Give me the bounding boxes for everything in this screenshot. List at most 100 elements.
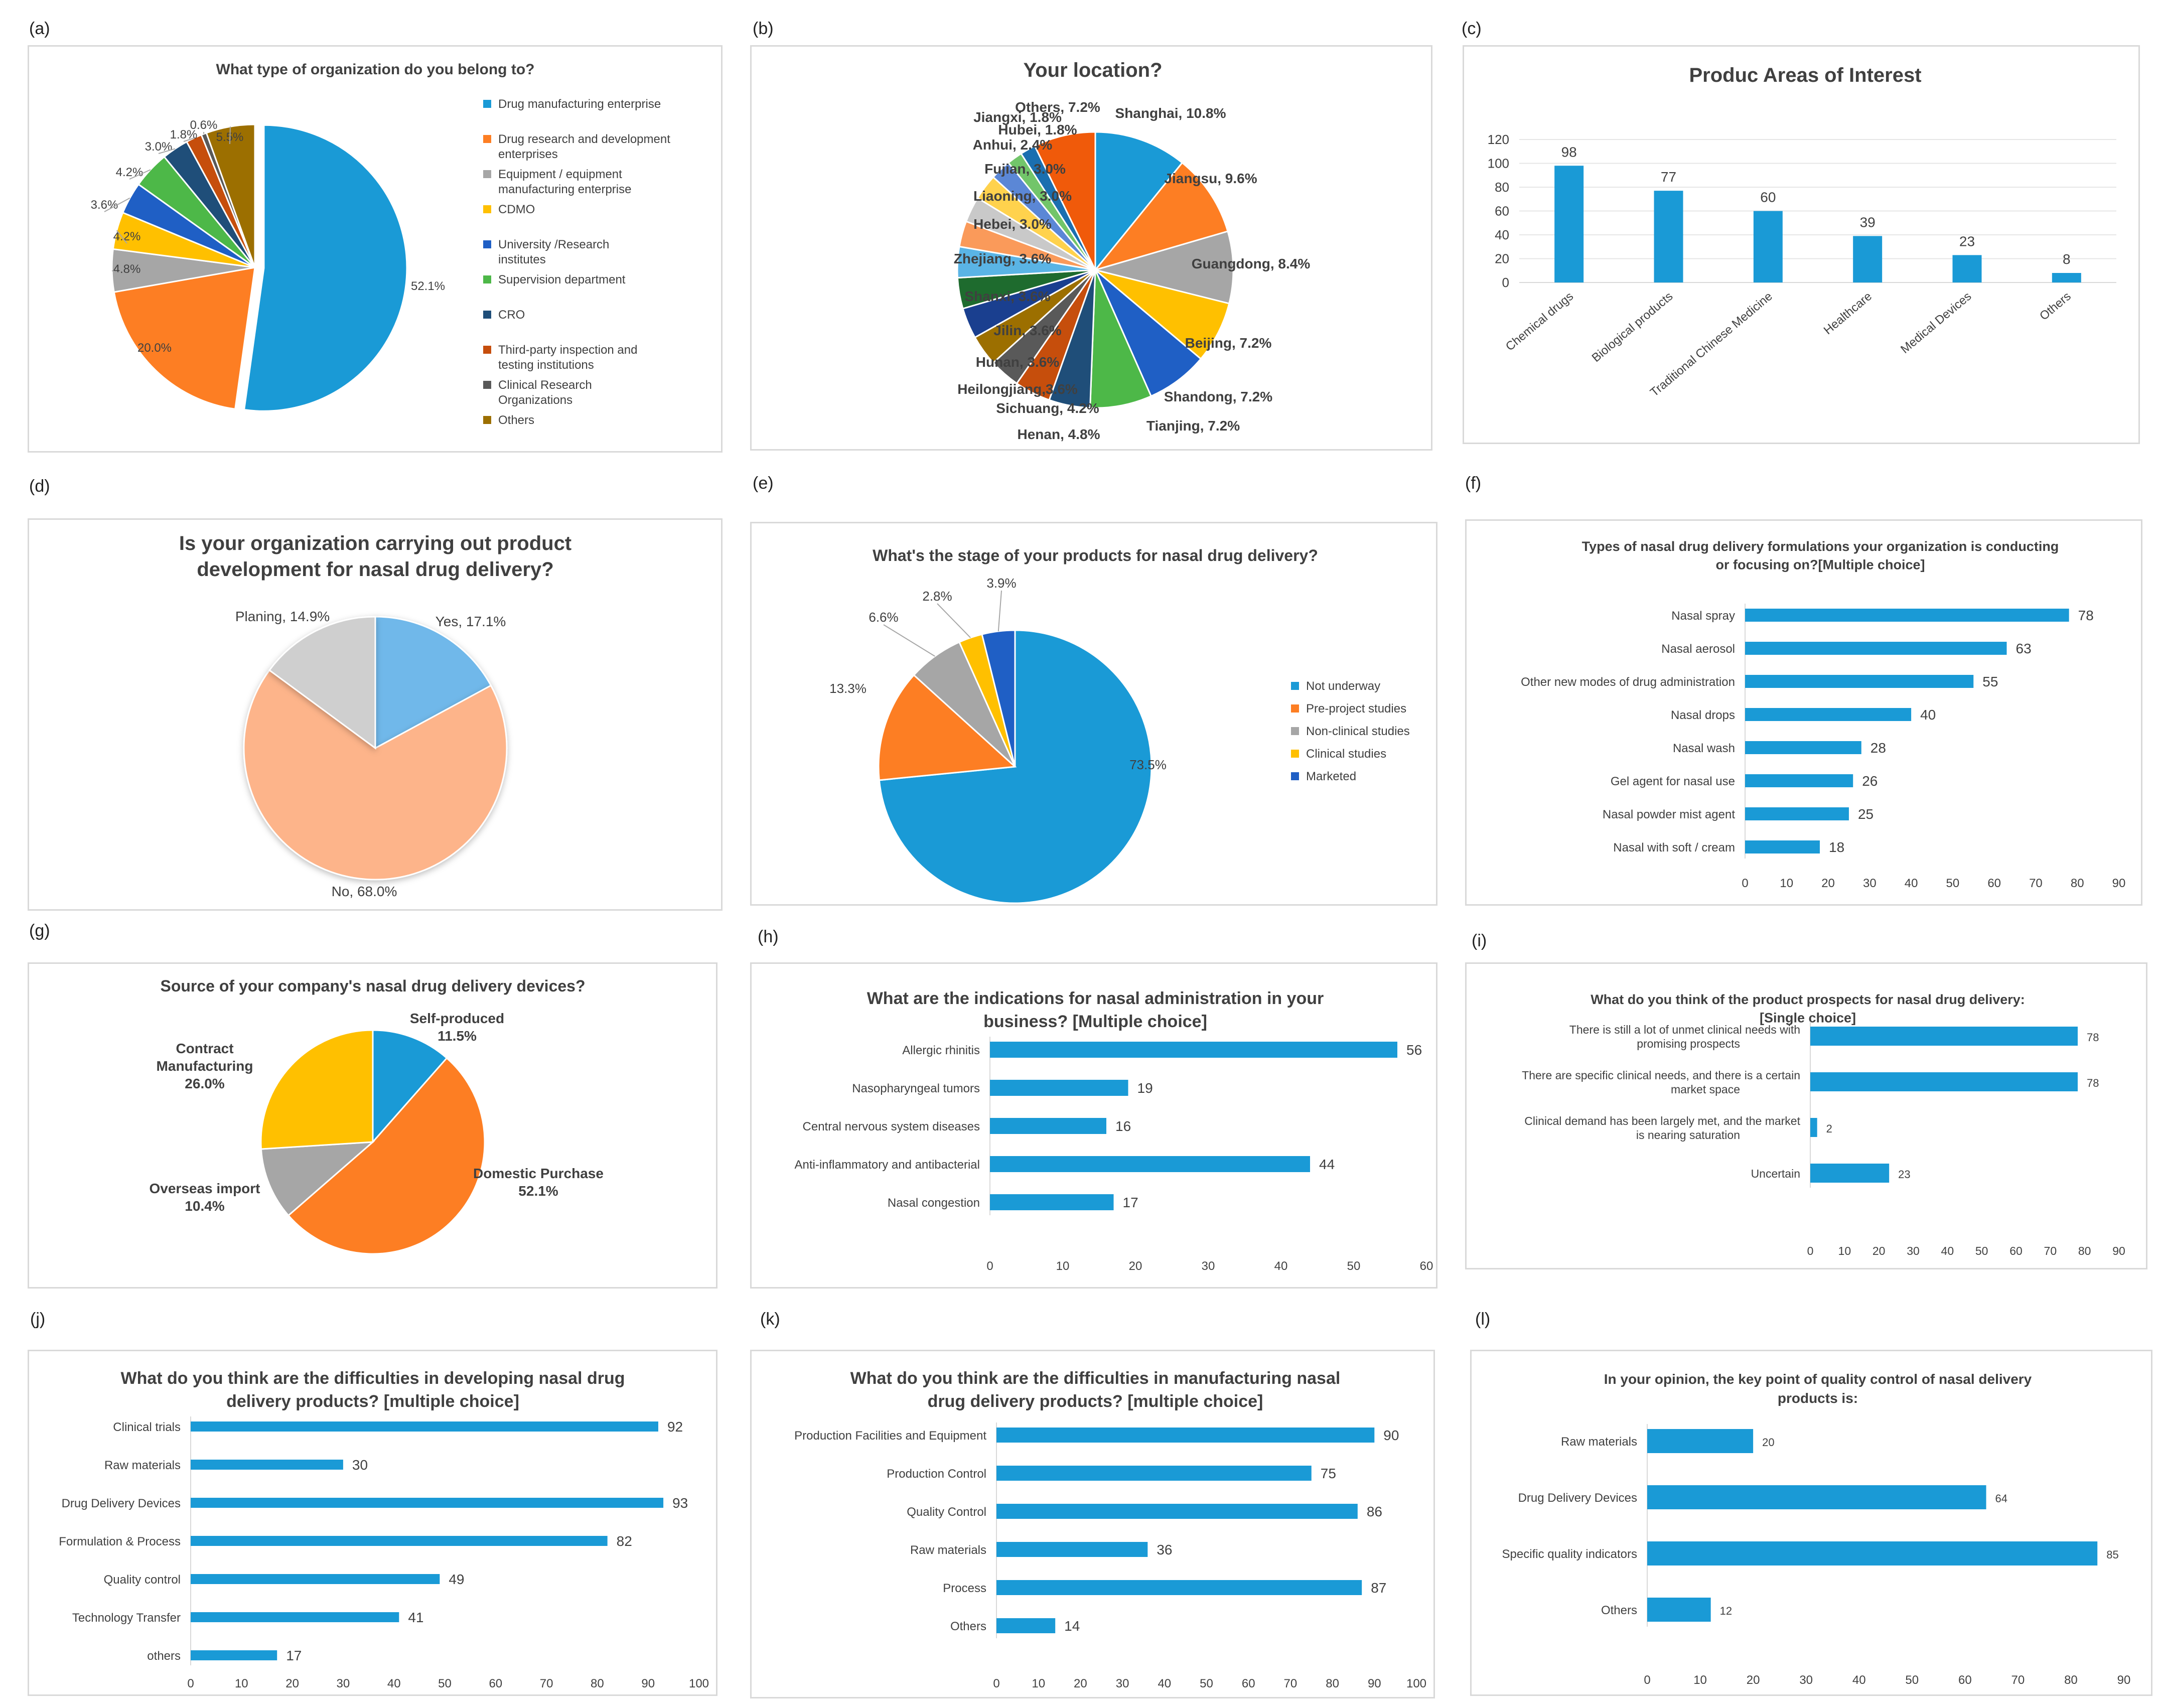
slice-label: Liaoning, 3.0% (973, 188, 1072, 204)
legend-label: Third-party inspection and testing instit… (498, 343, 637, 372)
slice-label: 52.1% (411, 279, 445, 293)
bar (1810, 1164, 1890, 1183)
x-tick-label: 90 (1368, 1677, 1381, 1690)
bar (996, 1580, 1362, 1595)
slice-label: 3.6% (91, 198, 118, 212)
bar (2052, 273, 2081, 282)
pie-slice-drug-research-and-development-enterprises (113, 266, 256, 410)
slice-label: 1.8% (170, 128, 198, 141)
leader-line (104, 197, 130, 212)
panel-label-i: (i) (1472, 931, 1487, 950)
slice-label: Hubei, 1.8% (998, 122, 1077, 137)
bar (1745, 675, 1974, 688)
panel-label-b: (b) (753, 19, 774, 38)
chart-title: Source of your company's nasal drug deli… (160, 977, 585, 995)
x-tick-label: 40 (1158, 1677, 1171, 1690)
category-label: others (147, 1649, 181, 1663)
legend-label: Marketed (1306, 770, 1356, 783)
chart-d-nasal-development: Is your organization carrying out produc… (28, 518, 723, 911)
slice-label: Shanghai, 10.8% (1115, 105, 1226, 121)
x-tick-label: 100 (1406, 1677, 1426, 1690)
legend-label: Non-clinical studies (1306, 725, 1410, 738)
x-tick-label: 80 (591, 1677, 604, 1690)
category-label: Formulation & Process (59, 1535, 181, 1548)
bar (990, 1118, 1106, 1134)
chart-title: What do you think are the difficulties i… (121, 1369, 625, 1411)
panel-label-f: (f) (1465, 474, 1482, 493)
x-tick-label: 90 (2112, 877, 2126, 890)
panel-label-h: (h) (758, 927, 779, 946)
x-tick-label: 20 (285, 1677, 299, 1690)
slice-label: 0.6% (190, 118, 218, 132)
data-label: 17 (1123, 1195, 1138, 1210)
data-label: 56 (1406, 1042, 1422, 1058)
category-label: Other new modes of drug administration (1521, 675, 1735, 689)
pie-slice-others (1034, 131, 1096, 270)
data-label: 55 (1982, 674, 1998, 689)
data-label: 85 (2106, 1548, 2118, 1561)
chart-title: Your location? (1023, 59, 1162, 81)
category-label: Central nervous system diseases (803, 1120, 980, 1133)
bar (1654, 191, 1683, 282)
data-label: 77 (1661, 169, 1676, 185)
pie-slice-guangdong (1092, 230, 1234, 305)
category-label: Technology Transfer (72, 1611, 181, 1625)
bar (1745, 609, 2069, 622)
bar (996, 1504, 1358, 1519)
data-label: 87 (1371, 1580, 1386, 1596)
bar (990, 1080, 1128, 1096)
leader-line (116, 230, 127, 244)
category-label: Nasal aerosol (1661, 642, 1735, 656)
x-tick-label: 70 (540, 1677, 553, 1690)
data-label: 93 (672, 1495, 688, 1511)
legend-label: Equipment / equipment manufacturing enter… (498, 168, 631, 196)
bar (191, 1574, 440, 1584)
x-tick-label: 20 (1747, 1673, 1760, 1687)
y-tick-label: 20 (1495, 251, 1509, 266)
pie-slice-no (243, 669, 508, 881)
data-label: 41 (408, 1610, 423, 1625)
panel-label-a: (a) (29, 19, 50, 38)
data-label: 14 (1064, 1618, 1080, 1634)
bar (1647, 1429, 1754, 1453)
x-tick-label: 50 (438, 1677, 452, 1690)
bar (990, 1042, 1397, 1058)
slice-label: Overseas import 10.4% (150, 1181, 260, 1214)
pie-slice-marketed (981, 629, 1016, 767)
data-label: 60 (1760, 190, 1776, 205)
slice-label: Domestic Purchase 52.1% (473, 1166, 604, 1199)
x-tick-label: 30 (1863, 877, 1877, 890)
data-label: 78 (2087, 1077, 2099, 1089)
legend-label: Drug manufacturing enterprise (498, 97, 661, 111)
bar (1853, 236, 1883, 282)
category-label: Nasal congestion (888, 1196, 980, 1210)
pie-slice-beijing (1095, 269, 1230, 360)
legend-label: CRO (498, 308, 525, 322)
bar (1647, 1485, 1986, 1509)
x-tick-label: 40 (1941, 1244, 1954, 1257)
x-tick-label: 0 (187, 1677, 194, 1690)
legend-label: Pre-project studies (1306, 702, 1406, 716)
chart-a-organization-type: What type of organization do you belong … (28, 45, 723, 453)
chart-l-quality-control: In your opinion, the key point of qualit… (1470, 1350, 2152, 1696)
slice-label: Heilongjiang,3.6% (957, 381, 1078, 397)
leader-line (883, 624, 935, 657)
chart-h-indications: What are the indications for nasal admin… (750, 962, 1437, 1289)
data-label: 26 (1862, 773, 1878, 789)
data-label: 78 (2087, 1031, 2099, 1044)
x-tick-label: 50 (1347, 1259, 1361, 1273)
legend-swatch (1291, 682, 1299, 690)
slice-label: Tianjing, 7.2% (1146, 418, 1240, 434)
legend-label: Clinical Research Organizations (498, 378, 592, 407)
slice-label: No, 68.0% (332, 884, 397, 899)
slice-label: Fujian, 3.0% (984, 161, 1066, 177)
data-label: 82 (617, 1533, 632, 1549)
bar (1554, 166, 1584, 282)
x-tick-label: 30 (1202, 1259, 1215, 1273)
bar (1810, 1118, 1817, 1137)
bar (1745, 708, 1912, 721)
y-tick-label: 60 (1495, 204, 1509, 219)
x-tick-label: 60 (1242, 1677, 1255, 1690)
pie-slice-jiangsu (1093, 162, 1229, 271)
bar (191, 1498, 664, 1508)
